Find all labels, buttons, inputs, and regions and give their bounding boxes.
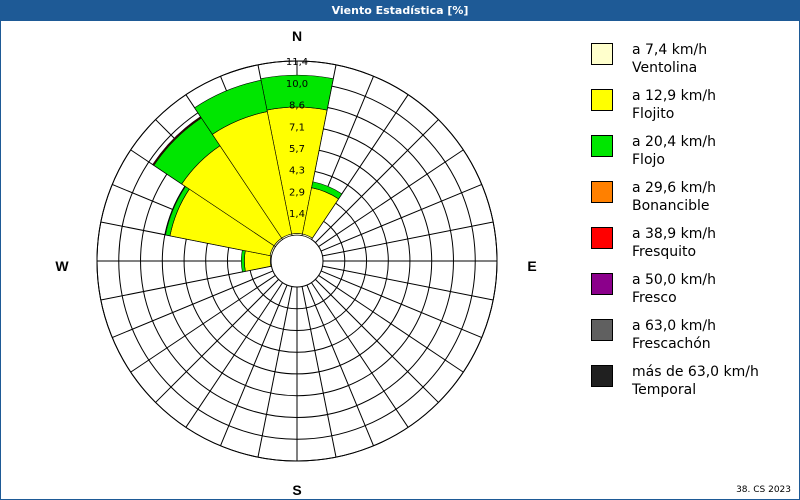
legend-item-frescachon: a 63,0 km/h Frescachón xyxy=(589,317,789,363)
grid-spoke xyxy=(301,286,337,458)
legend-swatch xyxy=(591,135,613,157)
wind-rose-bars xyxy=(152,74,343,273)
window-title: Viento Estadística [%] xyxy=(1,1,799,21)
radial-tick-label: 5,7 xyxy=(289,144,305,155)
legend-range: a 50,0 km/h xyxy=(632,272,716,288)
legend-item-ventolina: a 7,4 km/h Ventolina xyxy=(589,41,789,87)
radial-tick-label: 8,6 xyxy=(289,101,305,112)
legend-name: Frescachón xyxy=(632,336,711,352)
grid-spoke xyxy=(220,284,288,446)
legend-swatch xyxy=(591,227,613,249)
bar-nne-flojo xyxy=(311,181,343,200)
legend: a 7,4 km/h Ventolina a 12,9 km/h Flojito… xyxy=(589,41,789,409)
compass-label-n: N xyxy=(292,28,302,44)
grid-spoke xyxy=(257,286,293,458)
grid-spoke xyxy=(315,279,439,403)
compass-label-w: W xyxy=(55,258,69,274)
grid-spoke xyxy=(306,284,374,446)
radial-tick-label: 4,3 xyxy=(289,166,305,177)
legend-range: a 38,9 km/h xyxy=(632,226,716,242)
legend-range: a 7,4 km/h xyxy=(632,42,708,58)
compass-label-s: S xyxy=(292,482,301,498)
compass-label-e: E xyxy=(527,258,536,274)
legend-swatch xyxy=(591,365,613,387)
radial-tick-label: 7,1 xyxy=(289,122,305,133)
radial-tick-label: 10,0 xyxy=(286,79,308,90)
grid-spoke xyxy=(320,270,482,338)
bar-n-flojo xyxy=(260,74,334,111)
grid-spoke xyxy=(315,119,439,243)
legend-item-fresco: a 50,0 km/h Fresco xyxy=(589,271,789,317)
grid-spoke xyxy=(112,270,274,338)
legend-item-bonancible: a 29,6 km/h Bonancible xyxy=(589,179,789,225)
legend-item-flojito: a 12,9 km/h Flojito xyxy=(589,87,789,133)
legend-range: más de 63,0 km/h xyxy=(632,364,759,380)
footer-text: 38. CS 2023 xyxy=(736,485,791,495)
legend-name: Bonancible xyxy=(632,198,710,214)
legend-item-fresquito: a 38,9 km/h Fresquito xyxy=(589,225,789,271)
legend-swatch xyxy=(591,273,613,295)
grid-spoke xyxy=(185,282,283,428)
radial-tick-label: 2,9 xyxy=(289,187,305,198)
legend-name: Fresquito xyxy=(632,244,697,260)
grid-spoke xyxy=(318,275,464,373)
radial-tick-label: 1,4 xyxy=(289,209,305,220)
legend-range: a 63,0 km/h xyxy=(632,318,716,334)
grid-spoke xyxy=(130,275,276,373)
grid-spoke xyxy=(155,279,279,403)
grid-spoke xyxy=(322,265,494,301)
legend-item-flojo: a 20,4 km/h Flojo xyxy=(589,133,789,179)
radial-tick-labels: 1,4 2,9 4,3 5,7 7,1 8,6 10,0 11,4 xyxy=(286,57,308,220)
legend-range: a 12,9 km/h xyxy=(632,88,716,104)
grid-spoke xyxy=(318,149,464,247)
bar-nnw-flojo xyxy=(194,79,268,135)
legend-name: Fresco xyxy=(632,290,677,306)
legend-name: Temporal xyxy=(632,382,697,398)
legend-swatch xyxy=(591,43,613,65)
legend-swatch xyxy=(591,89,613,111)
legend-name: Flojo xyxy=(632,152,665,168)
legend-name: Ventolina xyxy=(632,60,698,76)
legend-swatch xyxy=(591,181,613,203)
grid-spoke xyxy=(320,184,482,252)
radial-tick-label: 11,4 xyxy=(286,57,308,68)
legend-name: Flojito xyxy=(632,106,675,122)
legend-swatch xyxy=(591,319,613,341)
grid-spoke xyxy=(311,282,409,428)
legend-item-temporal: más de 63,0 km/h Temporal xyxy=(589,363,789,409)
legend-range: a 29,6 km/h xyxy=(632,180,716,196)
legend-range: a 20,4 km/h xyxy=(632,134,716,150)
grid-spoke xyxy=(322,221,494,257)
